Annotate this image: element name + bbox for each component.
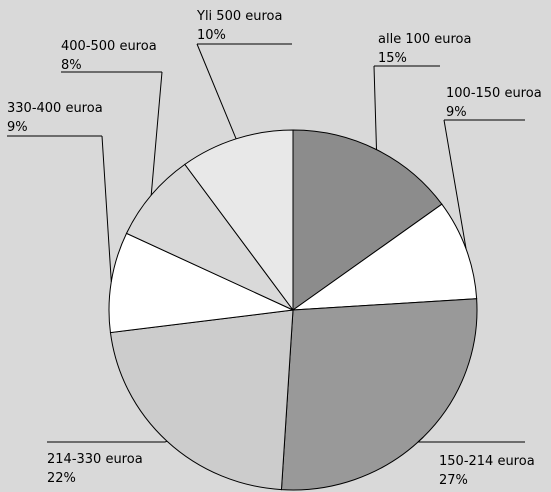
slice-label-100-150-euroa: 100-150 euroa: [446, 86, 542, 101]
slice-percent-alle-100-euroa: 15%: [378, 51, 407, 66]
slice-percent-400-500-euroa: 8%: [61, 58, 82, 73]
pie-slice-100-150-euroa: [291, 203, 478, 311]
slice-label-214-330-euroa: 214-330 euroa: [47, 452, 143, 467]
pie-slice-330-400-euroa: [108, 232, 295, 334]
slice-label-330-400-euroa: 330-400 euroa: [7, 101, 103, 116]
pie-slices: [108, 129, 478, 491]
pie-slice-yli-500-euroa: [184, 129, 294, 312]
slice-label-150-214-euroa: 150-214 euroa: [439, 454, 535, 469]
leader-line-alle-100-euroa: [373, 65, 440, 150]
slice-percent-150-214-euroa: 27%: [439, 473, 468, 488]
leader-line-400-500-euroa: [61, 71, 163, 196]
pie-slice-214-330-euroa: [109, 309, 294, 491]
slice-label-400-500-euroa: 400-500 euroa: [61, 39, 157, 54]
slice-percent-330-400-euroa: 9%: [7, 120, 28, 135]
leader-line-150-214-euroa: [417, 436, 525, 443]
pie-slice-150-214-euroa: [280, 298, 478, 491]
slice-percent-100-150-euroa: 9%: [446, 105, 467, 120]
leader-line-yli-500-euroa: [196, 43, 292, 139]
slice-label-alle-100-euroa: alle 100 euroa: [378, 32, 471, 47]
pie-slice-alle-100-euroa: [292, 129, 443, 311]
slice-labels: alle 100 euroa 15% 100-150 euroa 9% 150-214 …: [7, 9, 542, 488]
slice-label-yli-500-euroa: Yli 500 euroa: [196, 9, 282, 24]
slice-percent-yli-500-euroa: 10%: [197, 28, 226, 43]
leader-line-100-150-euroa: [443, 119, 525, 250]
leader-line-214-330-euroa: [47, 440, 168, 443]
pie-slice-400-500-euroa: [125, 163, 294, 311]
leader-line-330-400-euroa: [7, 135, 112, 282]
leader-lines: [7, 43, 525, 443]
slice-percent-214-330-euroa: 22%: [47, 471, 76, 486]
